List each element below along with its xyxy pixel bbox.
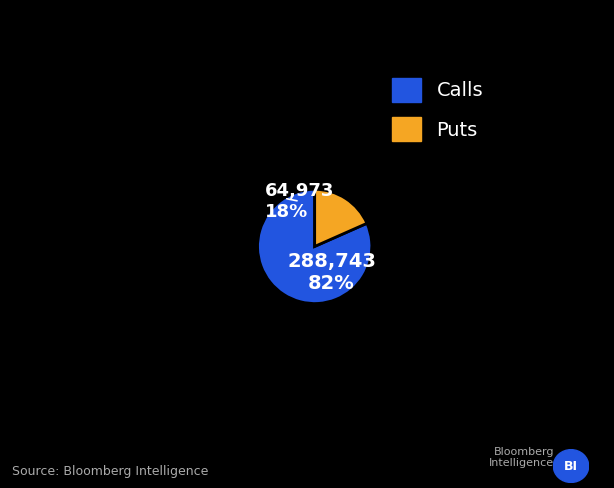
Legend: Calls, Puts: Calls, Puts xyxy=(382,68,493,151)
Wedge shape xyxy=(257,189,372,304)
Text: BI: BI xyxy=(564,460,578,472)
Text: Source: Bloomberg Intelligence: Source: Bloomberg Intelligence xyxy=(12,465,209,478)
Text: 288,743
82%: 288,743 82% xyxy=(287,252,376,293)
Circle shape xyxy=(553,449,589,483)
Text: Bloomberg
Intelligence: Bloomberg Intelligence xyxy=(489,447,554,468)
Text: 64,973
18%: 64,973 18% xyxy=(265,182,335,221)
Wedge shape xyxy=(315,189,367,246)
